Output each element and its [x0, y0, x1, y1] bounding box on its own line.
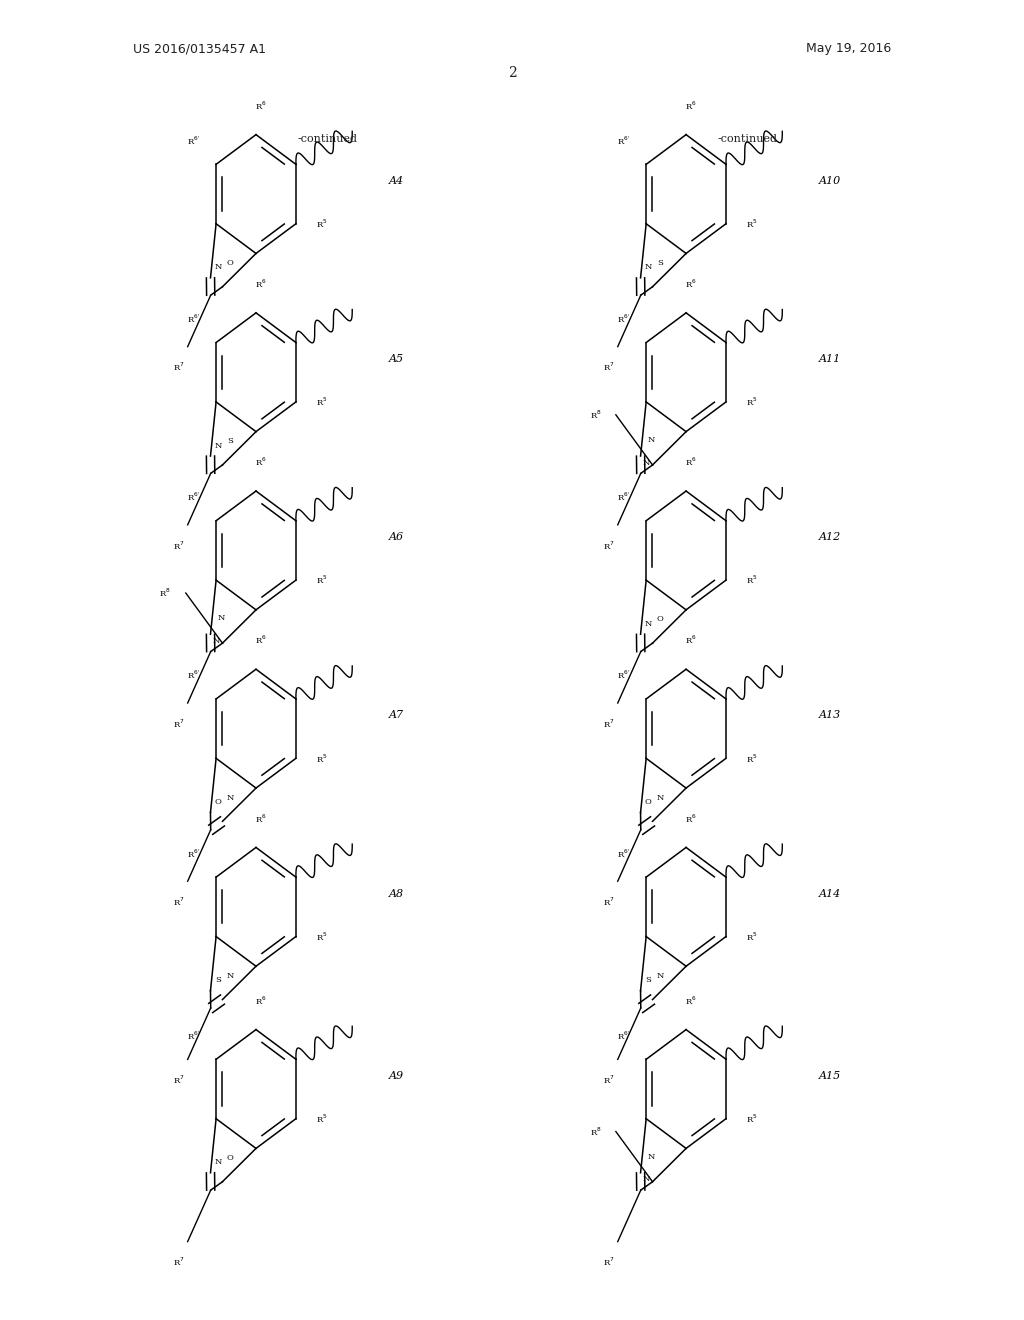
Text: R$^8$: R$^8$: [160, 587, 171, 599]
Text: R$^5$: R$^5$: [745, 752, 758, 764]
Text: A7: A7: [389, 710, 404, 721]
Text: R$^7$: R$^7$: [603, 717, 614, 730]
Text: N: N: [643, 458, 650, 467]
Text: A6: A6: [389, 532, 404, 543]
Text: R$^7$: R$^7$: [603, 1255, 614, 1269]
Text: O: O: [645, 797, 651, 807]
Text: R$^{6'}$: R$^{6'}$: [187, 135, 201, 147]
Text: R$^6$: R$^6$: [685, 277, 697, 290]
Text: A10: A10: [819, 176, 842, 186]
Text: R$^5$: R$^5$: [315, 752, 328, 764]
Text: N: N: [226, 972, 233, 979]
Text: R$^7$: R$^7$: [173, 895, 184, 908]
Text: O: O: [226, 259, 233, 267]
Text: R$^{6'}$: R$^{6'}$: [617, 669, 631, 681]
Text: R$^5$: R$^5$: [315, 574, 328, 586]
Text: R$^7$: R$^7$: [603, 895, 614, 908]
Text: R$^5$: R$^5$: [315, 218, 328, 230]
Text: R$^7$: R$^7$: [603, 539, 614, 552]
Text: R$^6$: R$^6$: [255, 99, 267, 112]
Text: R$^{6'}$: R$^{6'}$: [617, 847, 631, 859]
Text: R$^6$: R$^6$: [685, 99, 697, 112]
Text: O: O: [215, 797, 221, 807]
Text: R$^6$: R$^6$: [255, 455, 267, 469]
Text: R$^5$: R$^5$: [315, 1113, 328, 1125]
Text: A13: A13: [819, 710, 842, 721]
Text: R$^{6'}$: R$^{6'}$: [187, 847, 201, 859]
Text: R$^7$: R$^7$: [173, 1073, 184, 1086]
Text: N: N: [644, 263, 652, 272]
Text: R$^{6'}$: R$^{6'}$: [617, 313, 631, 325]
Text: R$^{6'}$: R$^{6'}$: [187, 313, 201, 325]
Text: S: S: [657, 259, 664, 267]
Text: R$^7$: R$^7$: [173, 1255, 184, 1269]
Text: R$^6$: R$^6$: [255, 994, 267, 1007]
Text: -continued: -continued: [298, 133, 357, 144]
Text: R$^7$: R$^7$: [603, 1073, 614, 1086]
Text: R$^6$: R$^6$: [255, 634, 267, 647]
Text: R$^7$: R$^7$: [173, 717, 184, 730]
Text: R$^7$: R$^7$: [603, 360, 614, 374]
Text: R$^8$: R$^8$: [590, 1126, 601, 1138]
Text: R$^7$: R$^7$: [173, 360, 184, 374]
Text: N: N: [213, 636, 220, 645]
Text: A8: A8: [389, 888, 404, 899]
Text: N: N: [647, 436, 655, 444]
Text: R$^6$: R$^6$: [685, 455, 697, 469]
Text: R$^{6'}$: R$^{6'}$: [187, 669, 201, 681]
Text: R$^6$: R$^6$: [685, 994, 697, 1007]
Text: O: O: [226, 1154, 233, 1162]
Text: R$^{6'}$: R$^{6'}$: [187, 491, 201, 503]
Text: May 19, 2016: May 19, 2016: [806, 42, 891, 55]
Text: R$^5$: R$^5$: [315, 396, 328, 408]
Text: R$^7$: R$^7$: [173, 539, 184, 552]
Text: A11: A11: [819, 354, 842, 364]
Text: N: N: [647, 1152, 655, 1160]
Text: R$^5$: R$^5$: [745, 574, 758, 586]
Text: R$^{6'}$: R$^{6'}$: [187, 1030, 201, 1041]
Text: A9: A9: [389, 1071, 404, 1081]
Text: R$^8$: R$^8$: [590, 409, 601, 421]
Text: N: N: [214, 263, 222, 272]
Text: A14: A14: [819, 888, 842, 899]
Text: N: N: [643, 1175, 650, 1184]
Text: S: S: [645, 975, 651, 985]
Text: R$^5$: R$^5$: [745, 1113, 758, 1125]
Text: R$^6$: R$^6$: [255, 812, 267, 825]
Text: A12: A12: [819, 532, 842, 543]
Text: 2: 2: [508, 66, 516, 79]
Text: N: N: [214, 1158, 222, 1167]
Text: R$^5$: R$^5$: [315, 931, 328, 942]
Text: R$^{6'}$: R$^{6'}$: [617, 135, 631, 147]
Text: N: N: [644, 619, 652, 628]
Text: N: N: [214, 441, 222, 450]
Text: N: N: [217, 614, 225, 622]
Text: R$^5$: R$^5$: [745, 931, 758, 942]
Text: A4: A4: [389, 176, 404, 186]
Text: N: N: [226, 793, 233, 801]
Text: O: O: [656, 615, 664, 623]
Text: N: N: [656, 972, 664, 979]
Text: R$^{6'}$: R$^{6'}$: [617, 1030, 631, 1041]
Text: A15: A15: [819, 1071, 842, 1081]
Text: R$^6$: R$^6$: [685, 634, 697, 647]
Text: S: S: [215, 975, 221, 985]
Text: R$^6$: R$^6$: [685, 812, 697, 825]
Text: A5: A5: [389, 354, 404, 364]
Text: S: S: [227, 437, 233, 445]
Text: R$^6$: R$^6$: [255, 277, 267, 290]
Text: R$^5$: R$^5$: [745, 396, 758, 408]
Text: R$^{6'}$: R$^{6'}$: [617, 491, 631, 503]
Text: -continued: -continued: [718, 133, 777, 144]
Text: R$^5$: R$^5$: [745, 218, 758, 230]
Text: US 2016/0135457 A1: US 2016/0135457 A1: [133, 42, 266, 55]
Text: N: N: [656, 793, 664, 801]
